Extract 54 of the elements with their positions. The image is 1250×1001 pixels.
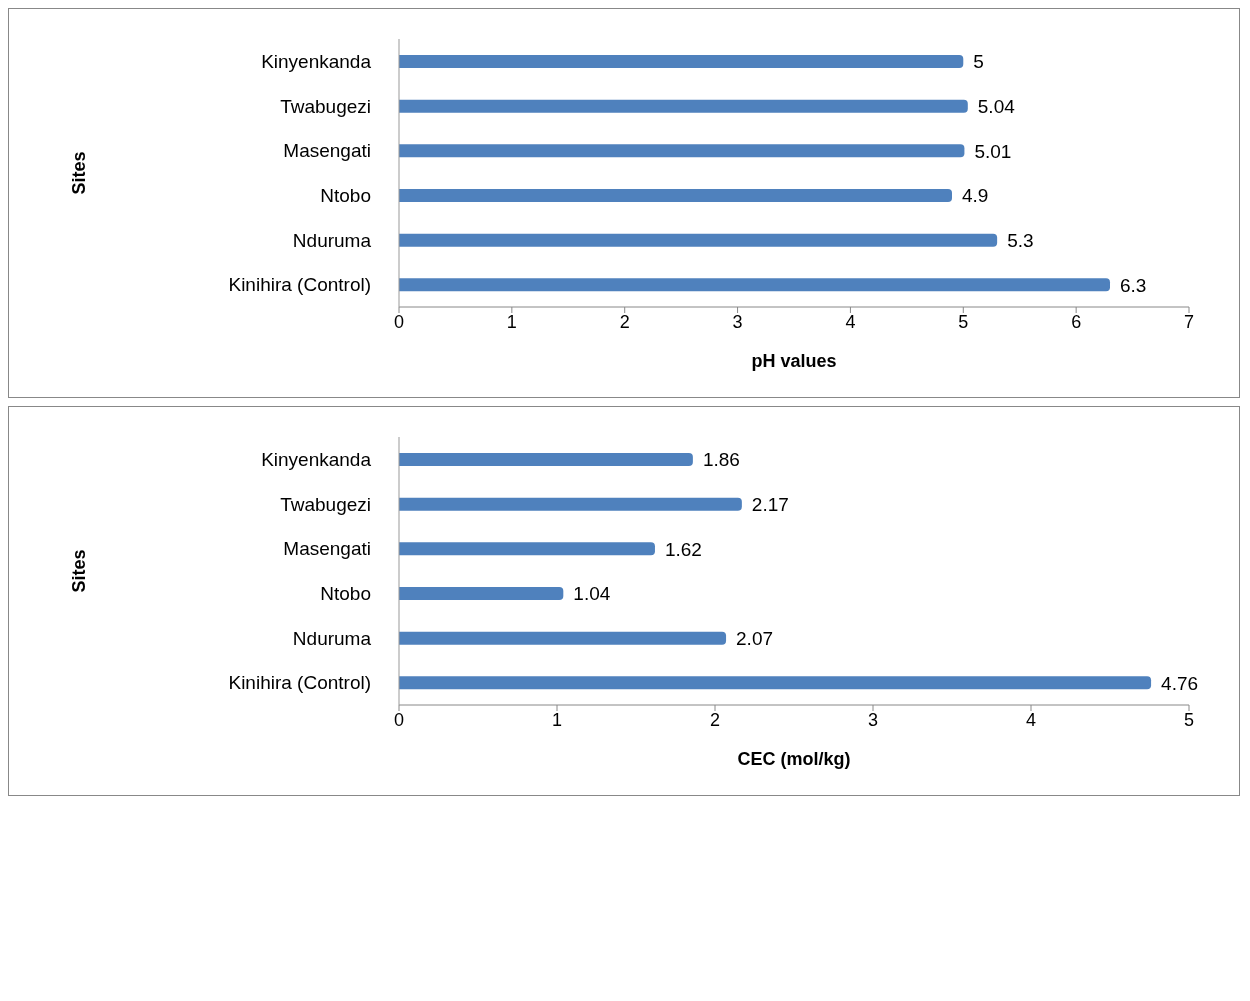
bar [399, 278, 1110, 292]
bar [399, 233, 998, 247]
x-axis-title: CEC (mol/kg) [737, 749, 851, 769]
x-tick-label: 4 [1025, 709, 1037, 730]
bar [399, 99, 968, 113]
data-label: 2.07 [736, 627, 774, 649]
y-tick-label: Twabugezi [280, 95, 371, 117]
bar [399, 542, 655, 556]
y-tick-label: Masengati [283, 140, 371, 162]
data-label: 5.04 [977, 95, 1016, 117]
y-tick-label: Masengati [283, 538, 371, 560]
bar [399, 631, 727, 645]
data-label: 1.86 [702, 449, 740, 471]
y-tick-label: Ntobo [320, 185, 371, 207]
x-tick-label: 5 [958, 311, 969, 332]
bar [399, 144, 965, 158]
x-tick-label: 2 [709, 709, 721, 730]
x-tick-label: 5 [1183, 709, 1195, 730]
x-tick-label: 2 [619, 311, 630, 332]
data-label: 6.3 [1120, 274, 1147, 296]
y-tick-label: Kinihira (Control) [228, 672, 371, 694]
y-tick-label: Ntobo [320, 583, 371, 605]
x-tick-label: 0 [393, 709, 405, 730]
data-label: 1.04 [573, 583, 611, 605]
y-tick-label: Kinyenkanda [261, 449, 372, 471]
y-tick-label: Nduruma [292, 229, 372, 251]
data-label: 4.9 [962, 185, 989, 207]
x-tick-label: 0 [393, 311, 405, 332]
x-tick-label: 3 [867, 709, 879, 730]
y-tick-label: Kinyenkanda [261, 51, 372, 73]
x-axis-title: pH values [751, 351, 837, 371]
data-label: 5.01 [974, 140, 1012, 162]
y-tick-label: Nduruma [292, 627, 372, 649]
x-tick-label: 3 [732, 311, 743, 332]
bar [399, 676, 1152, 690]
x-tick-label: 6 [1071, 311, 1082, 332]
bar [399, 55, 964, 68]
data-label: 4.76 [1161, 672, 1199, 694]
x-tick-label: 4 [845, 311, 856, 332]
y-axis-title: Sites [69, 549, 90, 593]
data-label: 1.62 [664, 538, 702, 560]
x-tick-label: 1 [506, 311, 517, 332]
data-label: 5.3 [1007, 229, 1034, 251]
x-tick-label: 1 [551, 709, 563, 730]
x-tick-label: 7 [1183, 311, 1195, 332]
y-tick-label: Twabugezi [280, 493, 371, 515]
bar [399, 497, 742, 511]
y-axis-title: Sites [69, 151, 90, 195]
bar [399, 587, 564, 600]
data-label: 5 [973, 51, 984, 73]
bar [399, 189, 952, 202]
data-label: 2.17 [751, 493, 789, 515]
y-tick-label: Kinihira (Control) [228, 274, 371, 296]
bar [399, 453, 693, 466]
